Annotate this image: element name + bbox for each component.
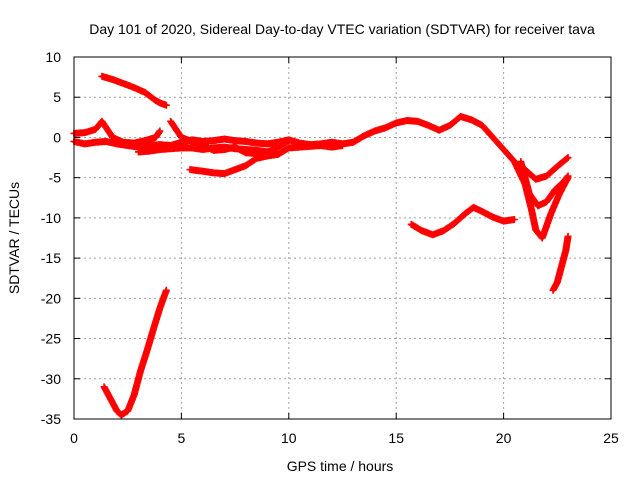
x-tick-label: 5 [178, 430, 186, 446]
data-point [285, 137, 293, 145]
y-tick-label: 0 [53, 129, 61, 145]
y-tick-label: -15 [41, 250, 61, 266]
series-arc-5 [134, 143, 271, 156]
data-point [510, 215, 518, 223]
y-tick-label: 10 [45, 49, 61, 65]
data-point [564, 232, 572, 240]
series-arc-7 [100, 286, 170, 419]
data-series [70, 72, 572, 419]
y-tick-label: -25 [41, 331, 61, 347]
series-arc-6 [186, 141, 346, 178]
y-tick-label: -10 [41, 210, 61, 226]
data-point [339, 141, 346, 149]
y-tick-label: -30 [41, 371, 61, 387]
series-arc-8 [407, 203, 518, 239]
data-point [162, 101, 170, 109]
x-tick-label: 20 [496, 430, 512, 446]
data-point [156, 127, 164, 135]
data-point [564, 154, 572, 162]
chart-title: Day 101 of 2020, Sidereal Day-to-day VTE… [89, 21, 595, 37]
data-point [563, 154, 571, 162]
x-axis-label: GPS time / hours [287, 458, 394, 474]
data-point [564, 172, 572, 180]
y-tick-label: -20 [41, 290, 61, 306]
series-arc-12 [549, 232, 572, 294]
grid-lines [74, 57, 611, 419]
x-tick-label: 25 [603, 430, 619, 446]
x-tick-label: 15 [388, 430, 404, 446]
x-tick-label: 10 [281, 430, 297, 446]
axis-ticks: 0 5 10 15 20 25 10 5 0 -5 -10 -15 -20 -25 -30 -35 [41, 49, 619, 446]
plot-frame [73, 56, 612, 420]
data-point [563, 173, 571, 181]
y-axis-label: SDTVAR / TECUs [6, 182, 22, 294]
series-arc-11 [517, 158, 572, 210]
y-tick-label: 5 [53, 89, 61, 105]
y-tick-label: -35 [41, 411, 61, 427]
data-point [162, 286, 170, 294]
y-tick-label: -5 [49, 170, 62, 186]
x-tick-label: 0 [70, 430, 78, 446]
series-arc-1 [98, 72, 170, 109]
